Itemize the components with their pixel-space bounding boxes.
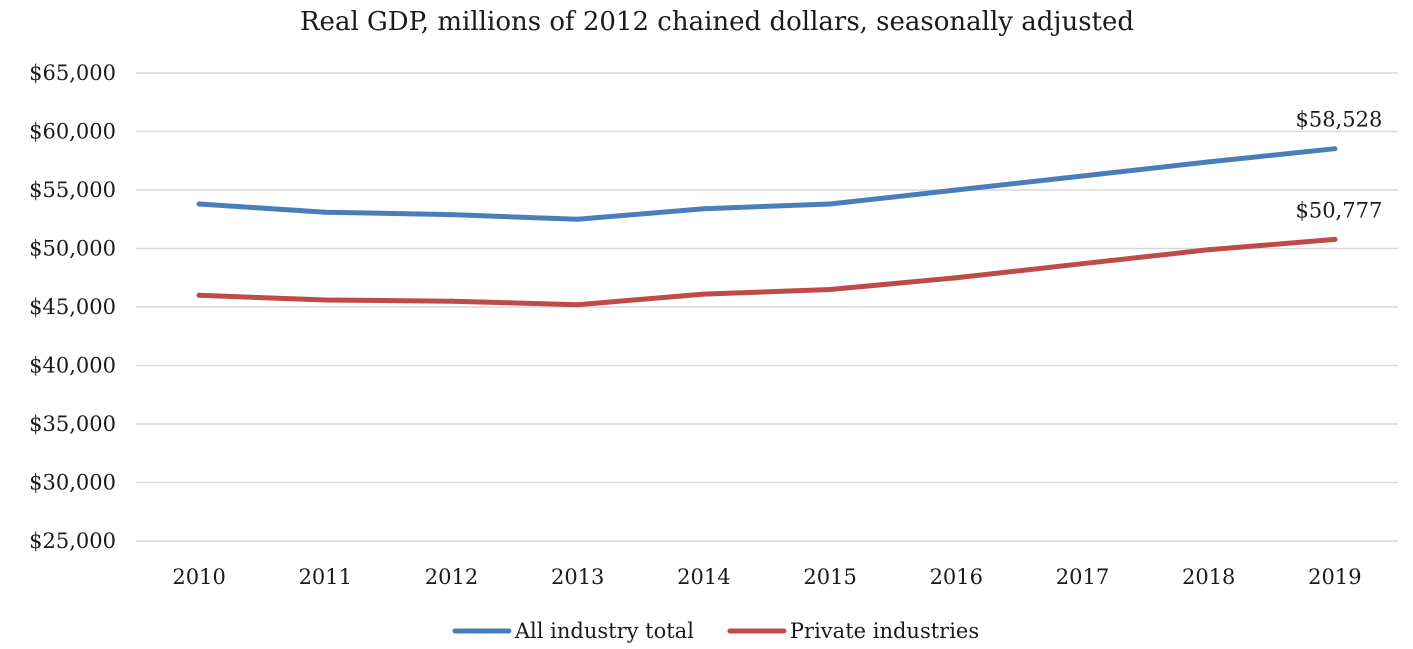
data-point-all-industry-total: [701, 206, 707, 212]
data-point-all-industry-total: [196, 201, 202, 207]
x-tick-label: 2018: [1182, 565, 1235, 589]
data-point-all-industry-total: [1080, 173, 1085, 179]
legend: All industry total Private industries: [452, 619, 979, 643]
x-tick-label: 2015: [803, 565, 856, 589]
y-axis-ticks: $25,000 $30,000 $35,000 $40,000 $45,000 $50,0…: [29, 61, 116, 553]
x-tick-label: 2012: [425, 565, 478, 589]
legend-label: All industry total: [514, 619, 694, 643]
data-point-all-industry-total: [575, 216, 581, 222]
x-tick-label: 2014: [677, 565, 730, 589]
y-tick-label: $35,000: [29, 412, 116, 436]
y-tick-label: $60,000: [29, 120, 116, 144]
data-point-private-industries: [701, 291, 707, 297]
data-point-private-industries: [575, 302, 581, 308]
data-point-private-industries: [449, 298, 454, 304]
y-tick-label: $30,000: [29, 471, 116, 495]
x-axis-ticks: 2010 2011 2012 2013 2014 2015 2016 2017 2018 2019: [172, 565, 1361, 589]
x-tick-label: 2017: [1056, 565, 1109, 589]
data-point-all-industry-total: [827, 201, 833, 207]
data-point-private-industries: [196, 292, 202, 298]
data-point-private-industries: [1332, 236, 1338, 242]
data-labels: $58,528 $50,777: [1295, 108, 1382, 223]
data-point-private-industries: [1080, 261, 1085, 267]
end-value-label-private-industries: $50,777: [1295, 198, 1382, 222]
y-tick-label: $45,000: [29, 295, 116, 319]
data-point-private-industries: [953, 275, 959, 281]
y-tick-label: $65,000: [29, 61, 116, 85]
data-point-private-industries: [1206, 247, 1212, 253]
data-point-all-industry-total: [1206, 159, 1212, 165]
data-point-private-industries: [827, 286, 833, 292]
gridlines: [136, 72, 1398, 542]
x-tick-label: 2019: [1308, 565, 1361, 589]
x-tick-label: 2010: [172, 565, 225, 589]
data-point-all-industry-total: [449, 212, 454, 218]
y-tick-label: $25,000: [29, 529, 116, 553]
data-point-all-industry-total: [322, 209, 328, 215]
y-tick-label: $55,000: [29, 178, 116, 202]
data-point-all-industry-total: [1332, 146, 1338, 152]
series-line-private-industries: [196, 236, 1338, 308]
legend-label: Private industries: [790, 619, 979, 643]
series-lines: [196, 146, 1338, 308]
x-tick-label: 2011: [299, 565, 352, 589]
end-value-label-all-industry-total: $58,528: [1295, 108, 1382, 132]
chart-title: Real GDP, millions of 2012 chained dolla…: [300, 7, 1134, 37]
series-line-all-industry-total: [196, 146, 1338, 222]
x-tick-label: 2016: [930, 565, 983, 589]
x-tick-label: 2013: [551, 565, 604, 589]
y-tick-label: $40,000: [29, 354, 116, 378]
data-point-all-industry-total: [953, 187, 959, 193]
y-tick-label: $50,000: [29, 237, 116, 261]
data-point-private-industries: [322, 297, 328, 303]
